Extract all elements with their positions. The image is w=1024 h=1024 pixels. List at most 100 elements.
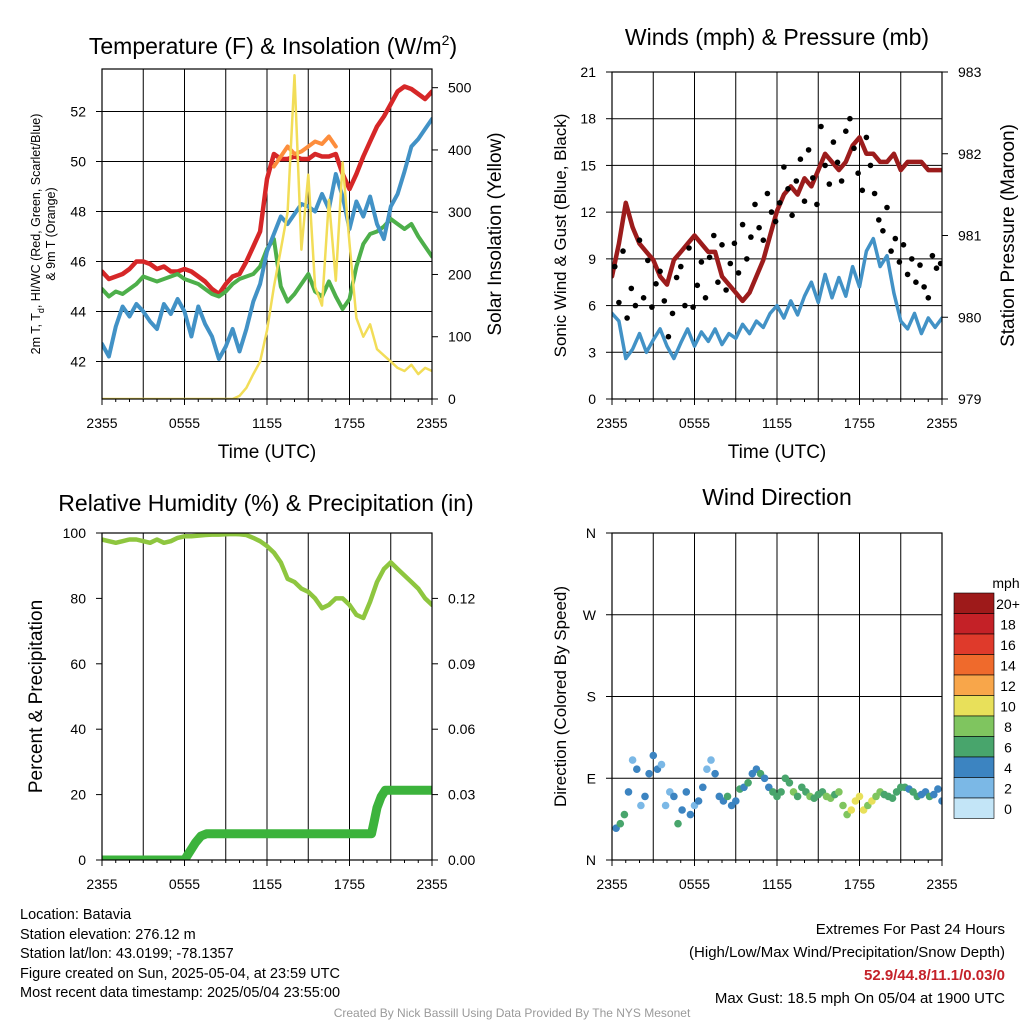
dir-x-tick-label: 0555 [679,876,710,892]
winds-panel: 2355 0555 1155 1755 235503691215182197998098… [551,24,1019,463]
winds-gust-point [801,198,808,204]
winds-gust-point [880,228,886,234]
winds-gust-point [661,298,668,304]
winds-y2-tick-label: 979 [958,391,982,407]
temp-y2-tick-label: 0 [448,391,456,407]
legend-swatch [953,592,995,614]
dir-point [628,756,637,764]
dir-point [707,756,715,764]
winds-gust-point [830,139,837,145]
legend-swatch [953,654,995,676]
winds-gust-point [826,181,833,187]
temp-x-label: Time (UTC) [218,442,317,463]
winds-gust-point [876,217,882,223]
winds-gust-point [847,115,853,122]
dir-point [657,760,666,769]
winds-gust-point [752,201,758,208]
rh-data [102,533,432,860]
winds-gust-point [843,128,849,134]
rh-y2-tick-label: 0.03 [448,787,475,803]
recent-timestamp: Most recent data timestamp: 2025/05/04 2… [20,985,341,1001]
winds-gust-point [859,187,866,194]
legend-swatch [953,613,995,635]
legend-label: 10 [1000,699,1016,715]
dir-point [711,769,719,778]
extremes-title: Extremes For Past 24 Hours [815,921,1005,938]
winds-gust-point [781,164,787,170]
winds-gust-point [929,252,936,259]
winds-x-label: Time (UTC) [728,442,827,463]
winds-gust-point [735,270,742,276]
dir-point [686,810,695,819]
figure-created: Figure created on Sun, 2025-05-04, at 23… [20,965,340,982]
dir-title: Wind Direction [702,484,852,510]
dir-point [793,792,802,801]
dir-point [744,779,752,787]
winds-y-tick-label: 18 [580,111,596,127]
winds-x-tick-label: 0555 [679,415,710,431]
legend-label: 8 [1004,719,1012,735]
winds-gust-point [789,212,795,219]
dir-point [645,769,653,778]
dir-y-tick-label: N [586,852,596,868]
legend-label: 16 [1000,637,1016,653]
winds-x-tick-label: 1755 [844,415,875,431]
winds-gust-point [937,260,942,267]
dir-point [839,801,847,810]
winds-gust-point [760,237,767,243]
winds-gust-point [628,285,635,292]
temp-panel: 2355 0555 1155 1755 2355 42 44 46 48 50 52 0 100 200 3… [29,32,506,463]
dir-x-tick-label: 1755 [844,876,875,892]
dir-x-tick-label: 2355 [926,876,957,892]
temp-y-tick-label: 48 [70,204,86,220]
winds-gust-point [715,279,721,286]
dir-y-label: Direction (Colored By Speed) [551,586,570,807]
winds-y-tick-label: 21 [580,64,596,80]
station-elevation: Station elevation: 276.12 m [20,926,196,943]
legend-swatch [953,797,995,819]
rh-x-tick-label: 2355 [86,876,117,892]
dir-point [760,774,769,783]
winds-gust-point [669,310,676,317]
winds-gust-point [793,178,800,184]
rh-y2-tick-label: 0.00 [448,852,475,868]
temp-y2-tick-label: 100 [448,329,472,345]
dir-y-tick-label: N [586,525,596,541]
winds-gust-point [764,190,771,197]
temp-title: Temperature (F) & Insolation (W/m2) [89,32,457,59]
extremes-values: 52.9/44.8/11.1/0.03/0 [864,967,1005,984]
dir-point [938,797,942,805]
winds-gust-point [814,201,820,208]
dir-point [723,792,732,801]
winds-gust-point [917,262,923,268]
dir-point [641,792,649,801]
winds-gust-point [739,221,746,228]
winds-y-tick-label: 12 [580,204,596,220]
winds-gust-point [694,282,701,289]
temp-series-line-1 [271,134,338,169]
winds-gust-point [731,240,738,247]
winds-gust-point [818,123,824,130]
winds-gust-point [756,224,762,231]
rh-series-line-1 [102,785,432,860]
winds-gust-point [748,234,754,240]
dir-point [649,751,658,760]
dir-y-tick-label: E [587,770,596,786]
winds-y-tick-label: 9 [588,251,596,267]
winds-series-line-1 [612,135,942,304]
rh-y2-tick-label: 0.06 [448,721,475,737]
dir-point [678,806,686,814]
winds-gust-point [723,287,729,293]
winds-y-tick-label: 6 [588,298,596,314]
winds-gust-point [727,260,734,267]
temp-series-line-4 [102,73,432,399]
winds-gust-point [653,281,659,287]
dir-y-tick-label: S [587,689,596,705]
winds-y-tick-label: 15 [580,157,596,173]
winds-gust-point [645,257,651,264]
temp-y-label-line1: 2m T, Td, HI/WC (Red, Green, Scarlet/Blu… [29,114,46,355]
dir-point [855,792,864,801]
winds-gust-point [665,333,672,340]
